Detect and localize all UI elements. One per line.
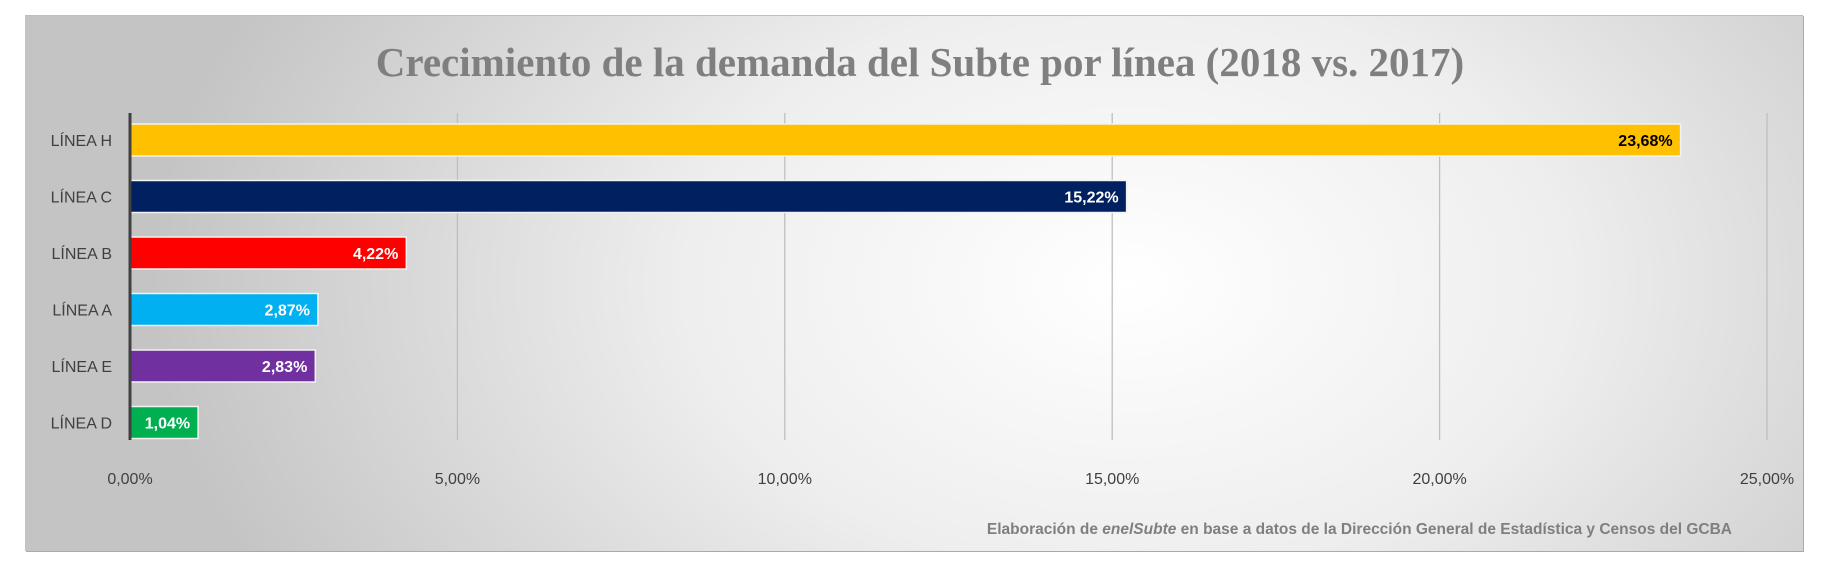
category-label: LÍNEA H [51,131,112,150]
category-label: LÍNEA E [52,357,112,376]
data-label: 2,87% [265,303,310,320]
category-label: LÍNEA C [51,188,112,207]
chart-title: Crecimiento de la demanda del Subte por … [375,39,1465,85]
x-tick-label: 10,00% [758,471,812,488]
bar [129,123,1682,157]
bar [129,236,408,270]
x-tick-label: 20,00% [1412,471,1466,488]
source-brand: enelSubte [1102,521,1177,538]
category-label: LÍNEA A [52,301,112,320]
source-suffix: en base a datos de la Dirección General … [1176,521,1732,538]
source-prefix: Elaboración de [986,521,1103,538]
data-label: 15,22% [1064,190,1118,207]
x-tick-label: 0,00% [107,471,152,488]
source-note: Elaboración de enelSubte en base a datos… [987,521,1732,539]
data-label: 1,04% [145,416,190,433]
data-label: 4,22% [353,246,398,263]
x-tick-label: 5,00% [435,471,480,488]
category-label: LÍNEA B [52,244,112,263]
chart-area [25,15,1803,551]
data-label: 23,68% [1618,133,1672,150]
data-label: 2,83% [262,359,307,376]
bar [129,179,1128,214]
x-tick-label: 25,00% [1740,471,1794,488]
bar [129,292,319,327]
category-label: LÍNEA D [51,414,112,433]
x-tick-label: 15,00% [1085,471,1139,488]
bar [129,405,199,440]
